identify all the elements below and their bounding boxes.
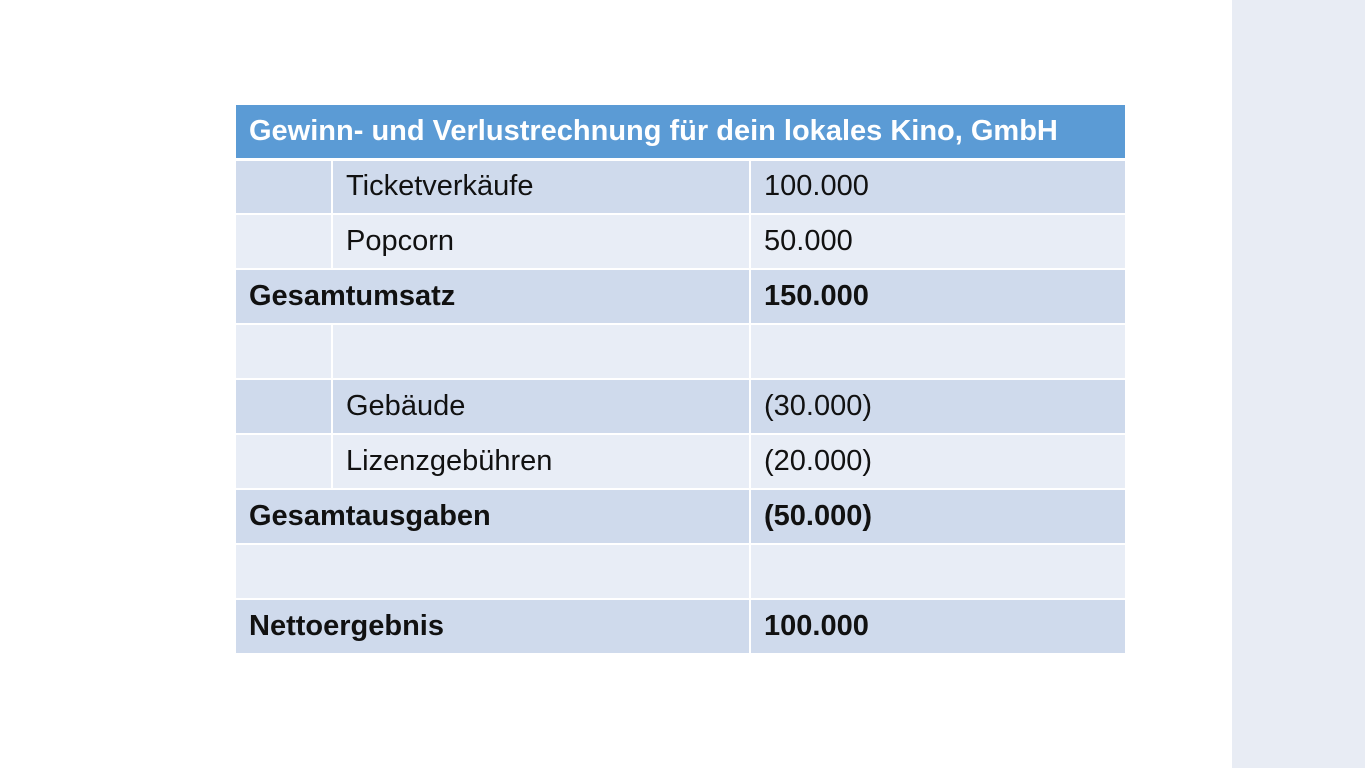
- row-value: 100.000: [749, 159, 1125, 215]
- row-value: [749, 544, 1125, 600]
- indent-cell: [236, 159, 332, 215]
- slide: Gewinn- und Verlustrechnung für dein lok…: [236, 105, 1125, 655]
- table-row-total: Gesamtumsatz 150.000: [236, 269, 1125, 325]
- table-row-total: Gesamtausgaben (50.000): [236, 489, 1125, 545]
- row-value: [749, 324, 1125, 380]
- income-statement-table: Gewinn- und Verlustrechnung für dein lok…: [236, 105, 1125, 655]
- side-panel: [1232, 0, 1365, 768]
- table-title: Gewinn- und Verlustrechnung für dein lok…: [236, 105, 1125, 161]
- indent-cell: [236, 434, 332, 490]
- indent-cell: [236, 324, 332, 380]
- table-row-total: Nettoergebnis 100.000: [236, 599, 1125, 655]
- row-label: Ticketverkäufe: [331, 159, 750, 215]
- row-value: 50.000: [749, 214, 1125, 270]
- table-row: Ticketverkäufe 100.000: [236, 159, 1125, 215]
- table-row: Gebäude (30.000): [236, 379, 1125, 435]
- table-header-row: Gewinn- und Verlustrechnung für dein lok…: [236, 105, 1125, 161]
- indent-cell: [236, 214, 332, 270]
- indent-cell: [236, 379, 332, 435]
- total-label: Gesamtumsatz: [236, 269, 750, 325]
- total-value: (50.000): [749, 489, 1125, 545]
- row-label: [331, 324, 750, 380]
- table-row: Popcorn 50.000: [236, 214, 1125, 270]
- net-result-label: Nettoergebnis: [236, 599, 750, 655]
- row-label: Popcorn: [331, 214, 750, 270]
- table-row-spacer: [236, 544, 1125, 600]
- row-label: Lizenzgebühren: [331, 434, 750, 490]
- table-row-spacer: [236, 324, 1125, 380]
- row-value: (30.000): [749, 379, 1125, 435]
- total-value: 150.000: [749, 269, 1125, 325]
- net-result-value: 100.000: [749, 599, 1125, 655]
- table-row: Lizenzgebühren (20.000): [236, 434, 1125, 490]
- row-label: [236, 544, 750, 600]
- total-label: Gesamtausgaben: [236, 489, 750, 545]
- row-label: Gebäude: [331, 379, 750, 435]
- row-value: (20.000): [749, 434, 1125, 490]
